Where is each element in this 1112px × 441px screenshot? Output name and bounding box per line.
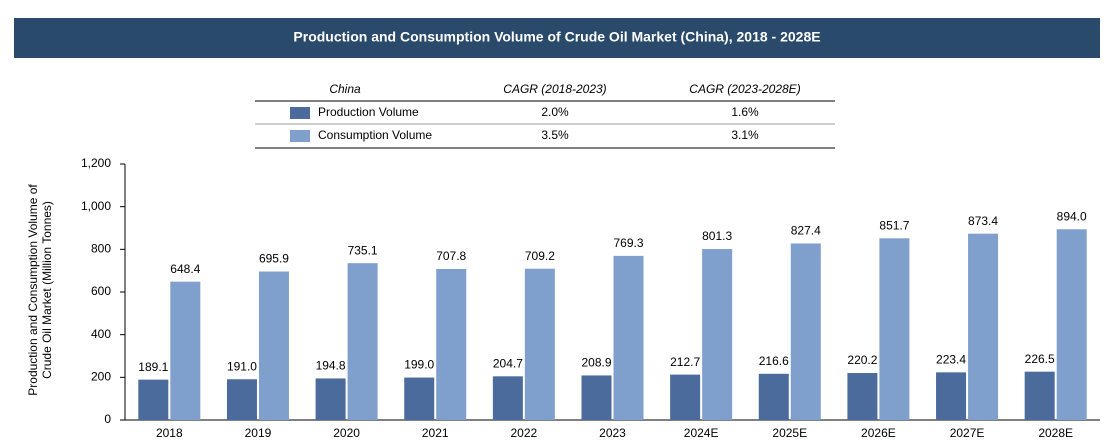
value-label: 851.7 [879,218,909,232]
bar [226,379,257,420]
value-label: 648.4 [170,262,200,276]
bar [1024,371,1055,420]
value-label: 827.4 [791,224,821,238]
bar [581,375,612,420]
table-cell: 1.6% [731,105,759,119]
y-tick-label: 600 [91,284,111,298]
value-label: 191.0 [227,359,257,373]
table-header: CAGR (2018-2023) [503,82,606,96]
title-banner [14,18,1100,58]
bar [613,255,644,420]
y-tick-label: 200 [91,370,111,384]
y-tick-label: 0 [104,412,111,426]
value-label: 873.4 [968,214,998,228]
value-label: 189.1 [138,360,168,374]
bar [968,233,999,420]
value-label: 709.2 [525,249,555,263]
value-label: 204.7 [493,357,523,371]
x-tick-label: 2019 [245,426,272,440]
x-tick-label: 2022 [511,426,538,440]
value-label: 735.1 [348,243,378,257]
bar [258,271,289,420]
value-label: 894.0 [1057,209,1087,223]
value-label: 220.2 [847,353,877,367]
bar [138,379,169,420]
chart-title: Production and Consumption Volume of Cru… [293,29,820,45]
value-label: 707.8 [436,249,466,263]
bar [758,373,789,420]
y-label-line: Production and Consumption Volume of [26,184,40,396]
value-label: 695.9 [259,252,289,266]
bar [790,243,821,420]
legend-label: Production Volume [318,105,419,119]
bar [492,376,523,420]
x-tick-label: 2020 [333,426,360,440]
bar [347,263,378,420]
y-tick-label: 800 [91,242,111,256]
bar [1056,229,1087,420]
bar [702,249,733,420]
table-cell: 3.5% [541,128,569,142]
value-label: 212.7 [670,355,700,369]
x-tick-label: 2028E [1038,426,1073,440]
x-tick-label: 2025E [772,426,807,440]
x-tick-label: 2021 [422,426,449,440]
y-tick-label: 1,000 [81,199,111,213]
table-cell: 2.0% [541,105,569,119]
x-tick-label: 2024E [684,426,719,440]
value-label: 223.4 [936,353,966,367]
table-header: China [329,82,361,96]
bar [315,378,346,420]
bar [670,374,701,420]
x-tick-label: 2026E [861,426,896,440]
bar [847,373,878,420]
bar [524,268,555,420]
x-tick-label: 2023 [599,426,626,440]
value-label: 801.3 [702,229,732,243]
value-label: 199.0 [404,358,434,372]
y-tick-label: 400 [91,327,111,341]
x-tick-label: 2027E [950,426,985,440]
value-label: 769.3 [613,236,643,250]
value-label: 208.9 [581,356,611,370]
legend-swatch [290,130,310,142]
legend-swatch [290,107,310,119]
y-tick-label: 1,200 [81,156,111,170]
bar [404,377,435,420]
x-tick-label: 2018 [156,426,183,440]
y-axis-label: Production and Consumption Volume of Cru… [26,184,54,396]
value-label: 194.8 [316,359,346,373]
table-cell: 3.1% [731,128,759,142]
bar [879,238,910,420]
legend-label: Consumption Volume [318,128,432,142]
value-label: 216.6 [759,354,789,368]
bar [170,281,201,420]
bar [936,372,967,420]
bar [436,269,467,420]
value-label: 226.5 [1025,352,1055,366]
y-label-line: Crude Oil Market (Million Tonnes) [40,201,54,379]
table-header: CAGR (2023-2028E) [689,82,800,96]
